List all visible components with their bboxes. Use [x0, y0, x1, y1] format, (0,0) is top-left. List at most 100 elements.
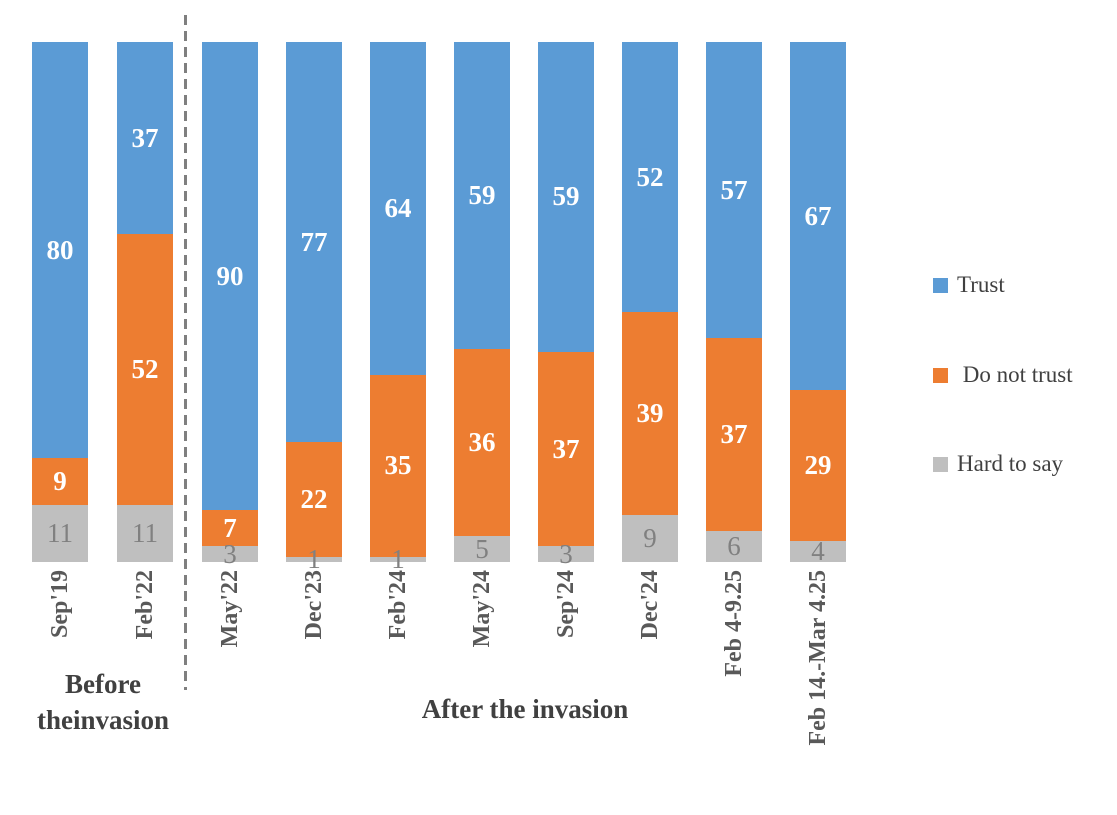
segment-trust: 57 — [706, 42, 762, 339]
segment-trust: 64 — [370, 42, 426, 375]
category-label-wrap: Sep'19 — [20, 570, 100, 638]
segment-value-label: 77 — [300, 226, 328, 257]
segment-trust: 67 — [790, 42, 846, 391]
legend-marker — [933, 456, 948, 472]
segment-value-label: 37 — [131, 122, 159, 153]
legend-item-do-not-trust: Do not trust — [933, 362, 1073, 387]
segment-do-not-trust: 35 — [370, 374, 426, 557]
bar-column: 67 29 4 — [790, 42, 846, 567]
legend-marker — [933, 367, 948, 383]
segment-value-label: 59 — [552, 181, 580, 212]
segment-value-label: 52 — [131, 354, 159, 385]
segment-do-not-trust: 29 — [790, 390, 846, 542]
bar-column: 80 9 11 — [32, 42, 88, 562]
bar-column: 77 22 1 — [286, 42, 342, 572]
segment-value-label: 4 — [811, 536, 825, 567]
segment-value-label: 6 — [727, 530, 741, 561]
segment-value-label: 80 — [46, 234, 74, 265]
segment-hard-to-say: 4 — [790, 536, 846, 567]
segment-value-label: 36 — [468, 426, 496, 457]
group-label-before-line1: Before — [65, 669, 141, 699]
legend-label: Do not trust — [957, 362, 1073, 387]
segment-value-label: 11 — [47, 517, 73, 548]
segment-value-label: 57 — [720, 174, 748, 205]
group-label-after: After the invasion — [421, 694, 629, 724]
category-label: Feb 4-9.25 — [721, 570, 747, 677]
category-label-wrap: Feb'24 — [358, 570, 438, 639]
segment-trust: 37 — [117, 42, 173, 235]
segment-value-label: 35 — [384, 450, 412, 481]
category-label-wrap: May'22 — [190, 570, 270, 647]
segment-value-label: 3 — [559, 538, 573, 569]
legend-label: Trust — [957, 272, 1005, 297]
bar-column: 37 52 11 — [117, 42, 173, 562]
category-label: Sep'24 — [553, 570, 579, 639]
segment-hard-to-say: 1 — [286, 545, 342, 572]
legend-label: Hard to say — [957, 451, 1064, 476]
segment-value-label: 1 — [307, 543, 321, 574]
category-label: May'24 — [469, 570, 495, 648]
category-label-wrap: May'24 — [442, 570, 522, 647]
segment-value-label: 5 — [475, 533, 489, 564]
category-label: Dec'24 — [637, 570, 663, 640]
bar-column: 57 37 6 — [706, 42, 762, 562]
segment-value-label: 52 — [636, 161, 664, 192]
legend: Trust Do not trust Hard to say — [933, 0, 1117, 520]
segment-value-label: 1 — [391, 543, 405, 574]
segment-hard-to-say: 1 — [370, 545, 426, 572]
segment-do-not-trust: 22 — [286, 442, 342, 557]
segment-value-label: 90 — [216, 260, 244, 291]
segment-value-label: 29 — [804, 450, 832, 481]
segment-value-label: 9 — [643, 523, 657, 554]
segment-value-label: 64 — [384, 192, 412, 223]
segment-value-label: 59 — [468, 179, 496, 210]
group-label-before-line2: theinvasion — [36, 705, 170, 735]
segment-value-label: 7 — [223, 512, 237, 543]
category-label-wrap: Dec'23 — [274, 570, 354, 639]
segment-do-not-trust: 39 — [622, 312, 678, 516]
segment-do-not-trust: 52 — [117, 234, 173, 505]
segment-value-label: 3 — [223, 538, 237, 569]
segment-trust: 52 — [622, 42, 678, 313]
segment-value-label: 67 — [804, 200, 832, 231]
segment-trust: 90 — [202, 42, 258, 510]
category-label: Feb 14.-Mar 4.25 — [805, 570, 831, 746]
group-label-before: Before theinvasion — [0, 666, 206, 738]
legend-item-hard-to-say: Hard to say — [933, 451, 1064, 476]
segment-value-label: 39 — [636, 398, 664, 429]
segment-trust: 80 — [32, 42, 88, 458]
category-label: Feb'22 — [132, 570, 158, 640]
bar-column: 64 35 1 — [370, 42, 426, 572]
segment-trust: 59 — [454, 42, 510, 349]
bar-column: 59 36 5 — [454, 42, 510, 562]
segment-do-not-trust: 9 — [32, 458, 88, 505]
category-label-wrap: Feb'22 — [105, 570, 185, 639]
category-label-wrap: Sep'24 — [526, 570, 606, 638]
segment-do-not-trust: 37 — [706, 338, 762, 531]
segment-hard-to-say: 3 — [538, 540, 594, 567]
segment-value-label: 11 — [132, 517, 158, 548]
category-label: Dec'23 — [301, 570, 327, 640]
bar-column: 90 7 3 — [202, 42, 258, 567]
segment-do-not-trust: 37 — [538, 351, 594, 547]
legend-marker — [933, 277, 948, 293]
segment-hard-to-say: 6 — [706, 530, 762, 562]
invasion-divider-line — [184, 15, 187, 690]
segment-hard-to-say: 3 — [202, 540, 258, 567]
category-label: Feb'24 — [385, 570, 411, 640]
category-label: Sep'19 — [47, 570, 73, 639]
segment-value-label: 9 — [53, 465, 67, 496]
bar-column: 52 39 9 — [622, 42, 678, 562]
segment-do-not-trust: 36 — [454, 348, 510, 536]
segment-do-not-trust: 7 — [202, 510, 258, 547]
category-label-wrap: Feb 4-9.25 — [694, 570, 774, 677]
category-label: May'22 — [217, 570, 243, 648]
segment-value-label: 22 — [300, 484, 328, 515]
segment-hard-to-say: 11 — [32, 504, 88, 562]
segment-hard-to-say: 9 — [622, 515, 678, 562]
legend-item-trust: Trust — [933, 272, 1005, 297]
segment-trust: 59 — [538, 42, 594, 352]
bar-column: 59 37 3 — [538, 42, 594, 567]
